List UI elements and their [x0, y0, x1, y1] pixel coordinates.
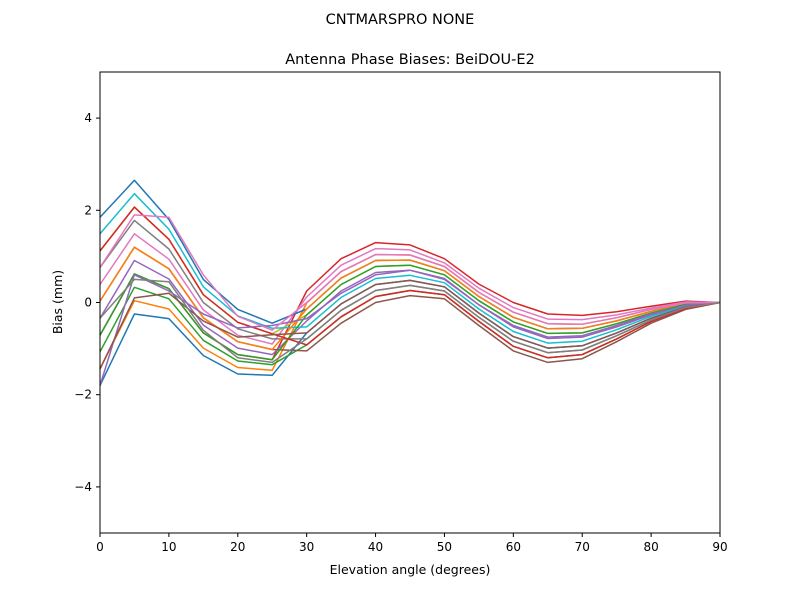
chart-title: Antenna Phase Biases: BeiDOU-E2	[285, 52, 535, 68]
x-axis-label: Elevation angle (degrees)	[330, 562, 491, 577]
axes-frame	[99, 71, 721, 534]
x-tick-label-0: 0	[96, 540, 104, 554]
x-tick-label-1: 10	[161, 540, 176, 554]
suptitle: CNTMARSPRO NONE	[326, 12, 475, 28]
y-tick-label-1: −2	[74, 388, 92, 402]
axis-ticks: 0 10 20 30 40 50 60 70 80 90 −4 −2 0 2 4	[74, 111, 727, 554]
series-line-17	[99, 278, 721, 364]
x-tick-label-8: 80	[643, 540, 658, 554]
y-tick-label-4: 4	[84, 111, 92, 125]
x-tick-label-2: 20	[230, 540, 245, 554]
y-axis-label: Bias (mm)	[50, 270, 65, 334]
series-line-11	[99, 246, 721, 351]
y-tick-label-3: 2	[84, 203, 92, 217]
series-line-9	[99, 192, 721, 344]
x-tick-label-6: 60	[506, 540, 521, 554]
series-line-13	[99, 206, 721, 359]
x-tick-label-5: 50	[437, 540, 452, 554]
series-line-15	[99, 279, 721, 370]
x-tick-label-4: 40	[368, 540, 383, 554]
x-tick-label-3: 30	[299, 540, 314, 554]
series-line-14	[99, 269, 721, 386]
series-line-6	[99, 233, 721, 345]
series-line-12	[99, 264, 721, 361]
x-tick-label-9: 90	[712, 540, 727, 554]
series-lines	[99, 179, 721, 386]
y-tick-label-0: −4	[74, 480, 92, 494]
y-tick-label-2: 0	[84, 296, 92, 310]
series-line-16	[99, 214, 721, 331]
x-tick-label-7: 70	[575, 540, 590, 554]
